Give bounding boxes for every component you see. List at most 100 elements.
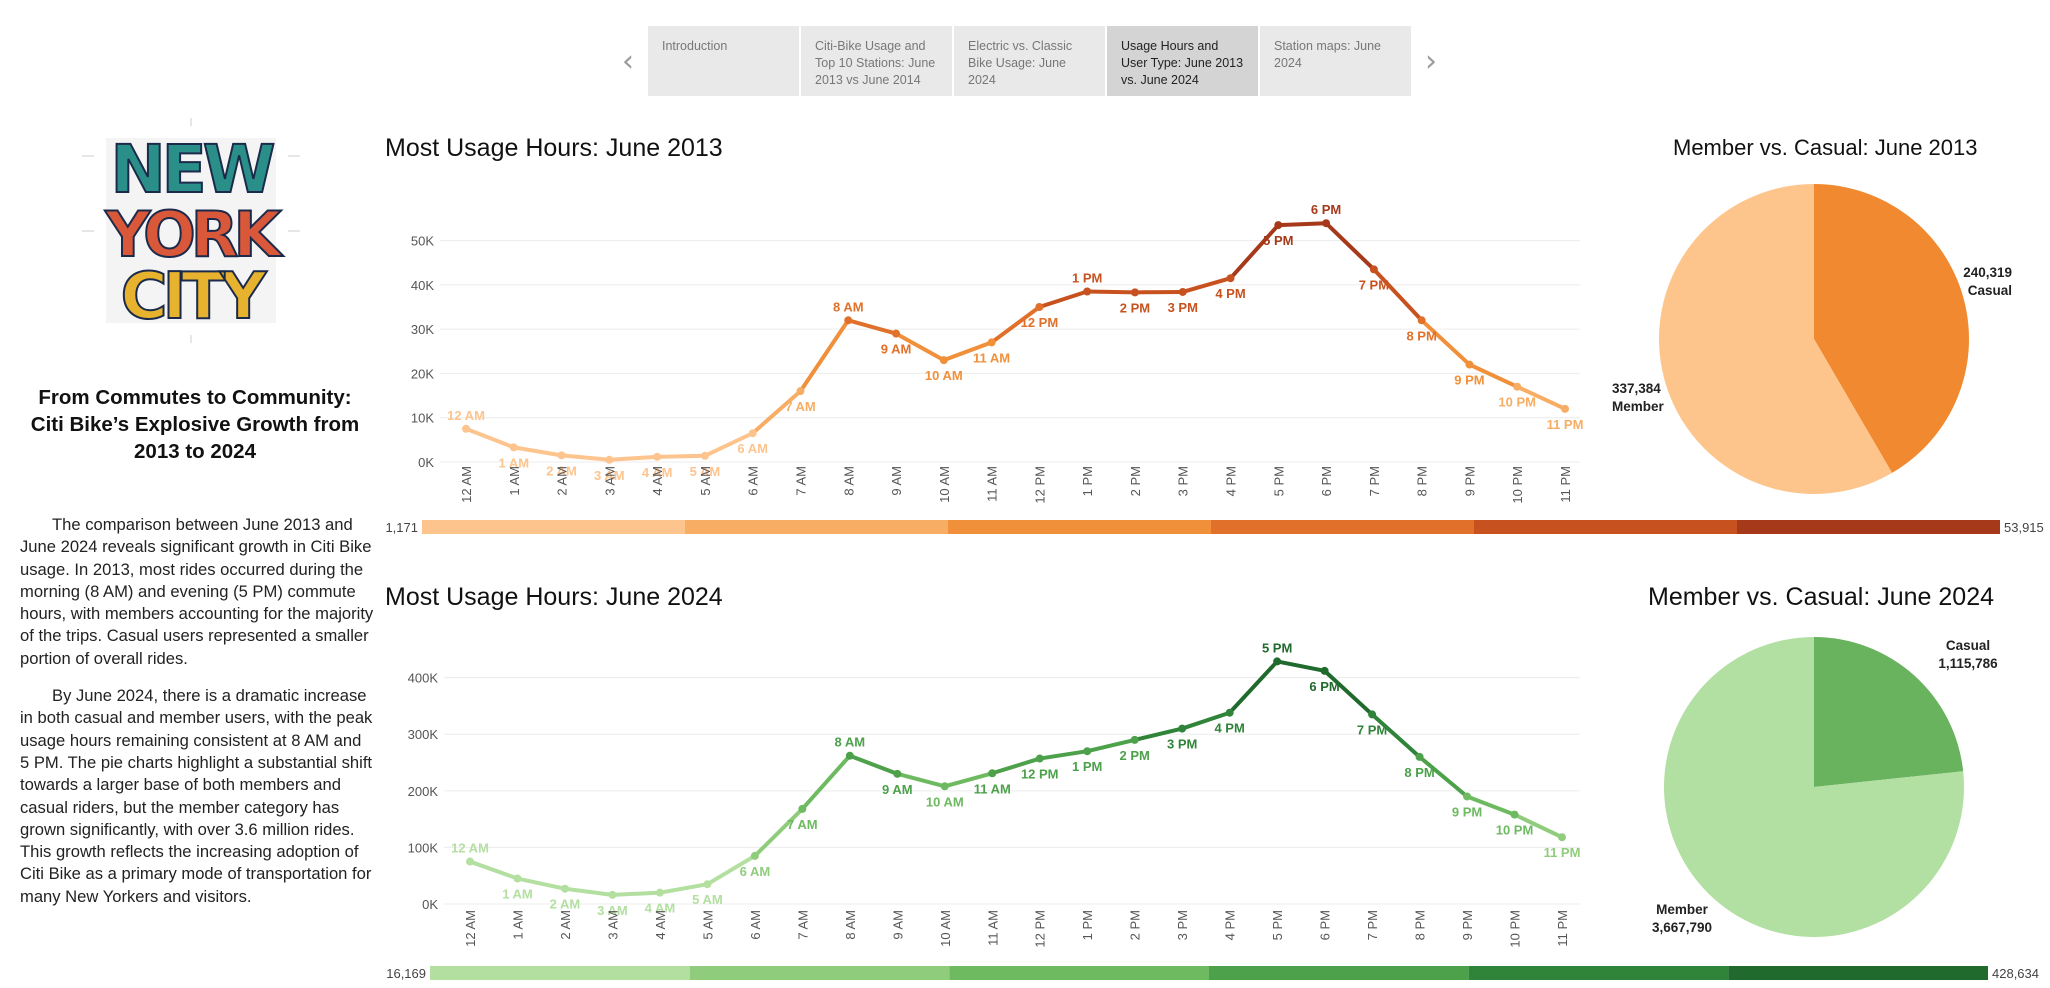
data-label: 12 AM <box>447 408 485 423</box>
data-point <box>1465 360 1474 369</box>
data-label: 9 AM <box>881 342 912 357</box>
line-segment <box>1037 289 1090 309</box>
tab-usage-top-stations[interactable]: Citi-Bike Usage and Top 10 Stations: Jun… <box>801 26 952 96</box>
data-point <box>1369 265 1378 274</box>
x-tick-label: 7 AM <box>793 466 808 496</box>
data-point <box>748 429 757 438</box>
line-segment <box>1276 221 1329 228</box>
data-point <box>987 338 996 347</box>
legend-color-step <box>1737 520 2000 534</box>
line-segment <box>847 753 900 776</box>
story-paragraph-2: By June 2024, there is a dramatic increa… <box>20 686 373 906</box>
data-label: 3 PM <box>1168 300 1198 315</box>
y-tick-label: 200K <box>408 784 439 799</box>
line-segment <box>607 454 660 462</box>
x-tick-label: 5 AM <box>698 466 713 496</box>
pie-label-line-2: Casual <box>1968 283 2012 298</box>
data-point <box>1083 747 1092 756</box>
legend-color-step <box>949 966 1209 980</box>
line-segment <box>702 431 755 458</box>
data-label: 7 AM <box>785 399 816 414</box>
tab-introduction[interactable]: Introduction <box>648 26 799 96</box>
data-point <box>1320 666 1329 675</box>
prev-arrow-icon[interactable]: ‹ <box>622 44 634 79</box>
x-tick-label: 12 PM <box>1032 466 1047 504</box>
legend-max-label: 53,915 <box>2004 520 2044 535</box>
next-arrow-icon[interactable]: › <box>1425 44 1437 79</box>
legend-min-label: 16,169 <box>386 966 426 981</box>
data-point <box>1035 754 1044 763</box>
data-label: 7 AM <box>787 817 818 832</box>
x-tick-label: 5 PM <box>1271 466 1286 496</box>
data-point <box>703 880 712 889</box>
data-point <box>462 424 470 433</box>
line-segment <box>895 771 947 789</box>
x-tick-label: 6 AM <box>746 466 761 496</box>
x-tick-label: 4 PM <box>1223 910 1238 940</box>
pie-title-2013: Member vs. Casual: June 2013 <box>1673 135 1978 160</box>
line-segment <box>562 886 615 897</box>
data-label: 2 AM <box>546 463 577 478</box>
x-tick-label: 12 PM <box>1033 910 1048 948</box>
data-label: 11 AM <box>973 350 1010 365</box>
data-label: 1 AM <box>498 455 529 470</box>
data-label: 12 AM <box>451 841 489 856</box>
line-segment <box>515 876 567 891</box>
data-label: 5 AM <box>692 892 723 907</box>
line-segment <box>1512 812 1564 840</box>
line-segment <box>1370 712 1422 759</box>
y-tick-label: 30K <box>411 322 434 337</box>
tab-electric-vs-classic[interactable]: Electric vs. Classic Bike Usage: June 20… <box>954 26 1105 96</box>
pie-title-2024: Member vs. Casual: June 2024 <box>1648 583 1995 611</box>
data-point <box>796 387 805 396</box>
data-label: 10 AM <box>925 368 963 383</box>
data-label: 1 PM <box>1072 759 1102 774</box>
data-point <box>1226 274 1235 283</box>
x-tick-label: 8 AM <box>843 910 858 940</box>
x-tick-label: 3 AM <box>602 466 617 496</box>
data-label: 5 AM <box>690 464 721 479</box>
x-tick-label: 11 AM <box>985 466 1000 502</box>
line-segment <box>1324 221 1376 272</box>
x-tick-label: 1 AM <box>510 910 525 940</box>
legend-color-step <box>1211 520 1474 534</box>
new-york-city-logo: NEW YORK CITY <box>82 118 300 343</box>
data-label: 2 PM <box>1120 748 1150 763</box>
line-segment <box>941 340 994 363</box>
data-label: 8 PM <box>1404 765 1434 780</box>
data-point <box>750 851 759 860</box>
data-point <box>1463 792 1472 801</box>
data-label: 12 PM <box>1021 767 1059 782</box>
x-tick-label: 2 PM <box>1128 910 1143 940</box>
line-segment <box>1037 749 1090 761</box>
y-tick-label: 400K <box>408 671 439 686</box>
data-point <box>605 455 614 464</box>
legend-color-step <box>689 966 950 980</box>
pie-label-line-2: 3,667,790 <box>1652 920 1712 935</box>
data-point <box>1130 735 1139 744</box>
line-segment <box>1228 223 1281 281</box>
x-tick-label: 2 AM <box>555 466 570 496</box>
tab-station-maps[interactable]: Station maps: June 2024 <box>1260 26 1411 96</box>
story-text: The comparison between June 2013 and Jun… <box>20 514 375 923</box>
x-tick-label: 4 AM <box>653 910 668 940</box>
data-label: 8 AM <box>835 735 866 750</box>
x-tick-label: 9 AM <box>890 910 905 940</box>
data-label: 8 PM <box>1406 328 1436 343</box>
data-point <box>513 874 522 883</box>
x-tick-label: 5 AM <box>700 910 715 940</box>
data-point <box>893 769 902 778</box>
line-segment <box>750 389 803 436</box>
line-segment <box>511 445 564 458</box>
data-label: 1 AM <box>502 887 533 902</box>
x-tick-label: 4 PM <box>1224 466 1239 496</box>
data-point <box>1178 724 1187 733</box>
x-tick-label: 8 AM <box>841 466 856 496</box>
data-point <box>1083 287 1092 296</box>
data-label: 4 AM <box>645 901 676 916</box>
tab-usage-hours-user-type[interactable]: Usage Hours and User Type: June 2013 vs.… <box>1107 26 1258 96</box>
data-point <box>1368 710 1377 719</box>
line-segment <box>464 426 516 450</box>
data-label: 6 AM <box>740 864 771 879</box>
